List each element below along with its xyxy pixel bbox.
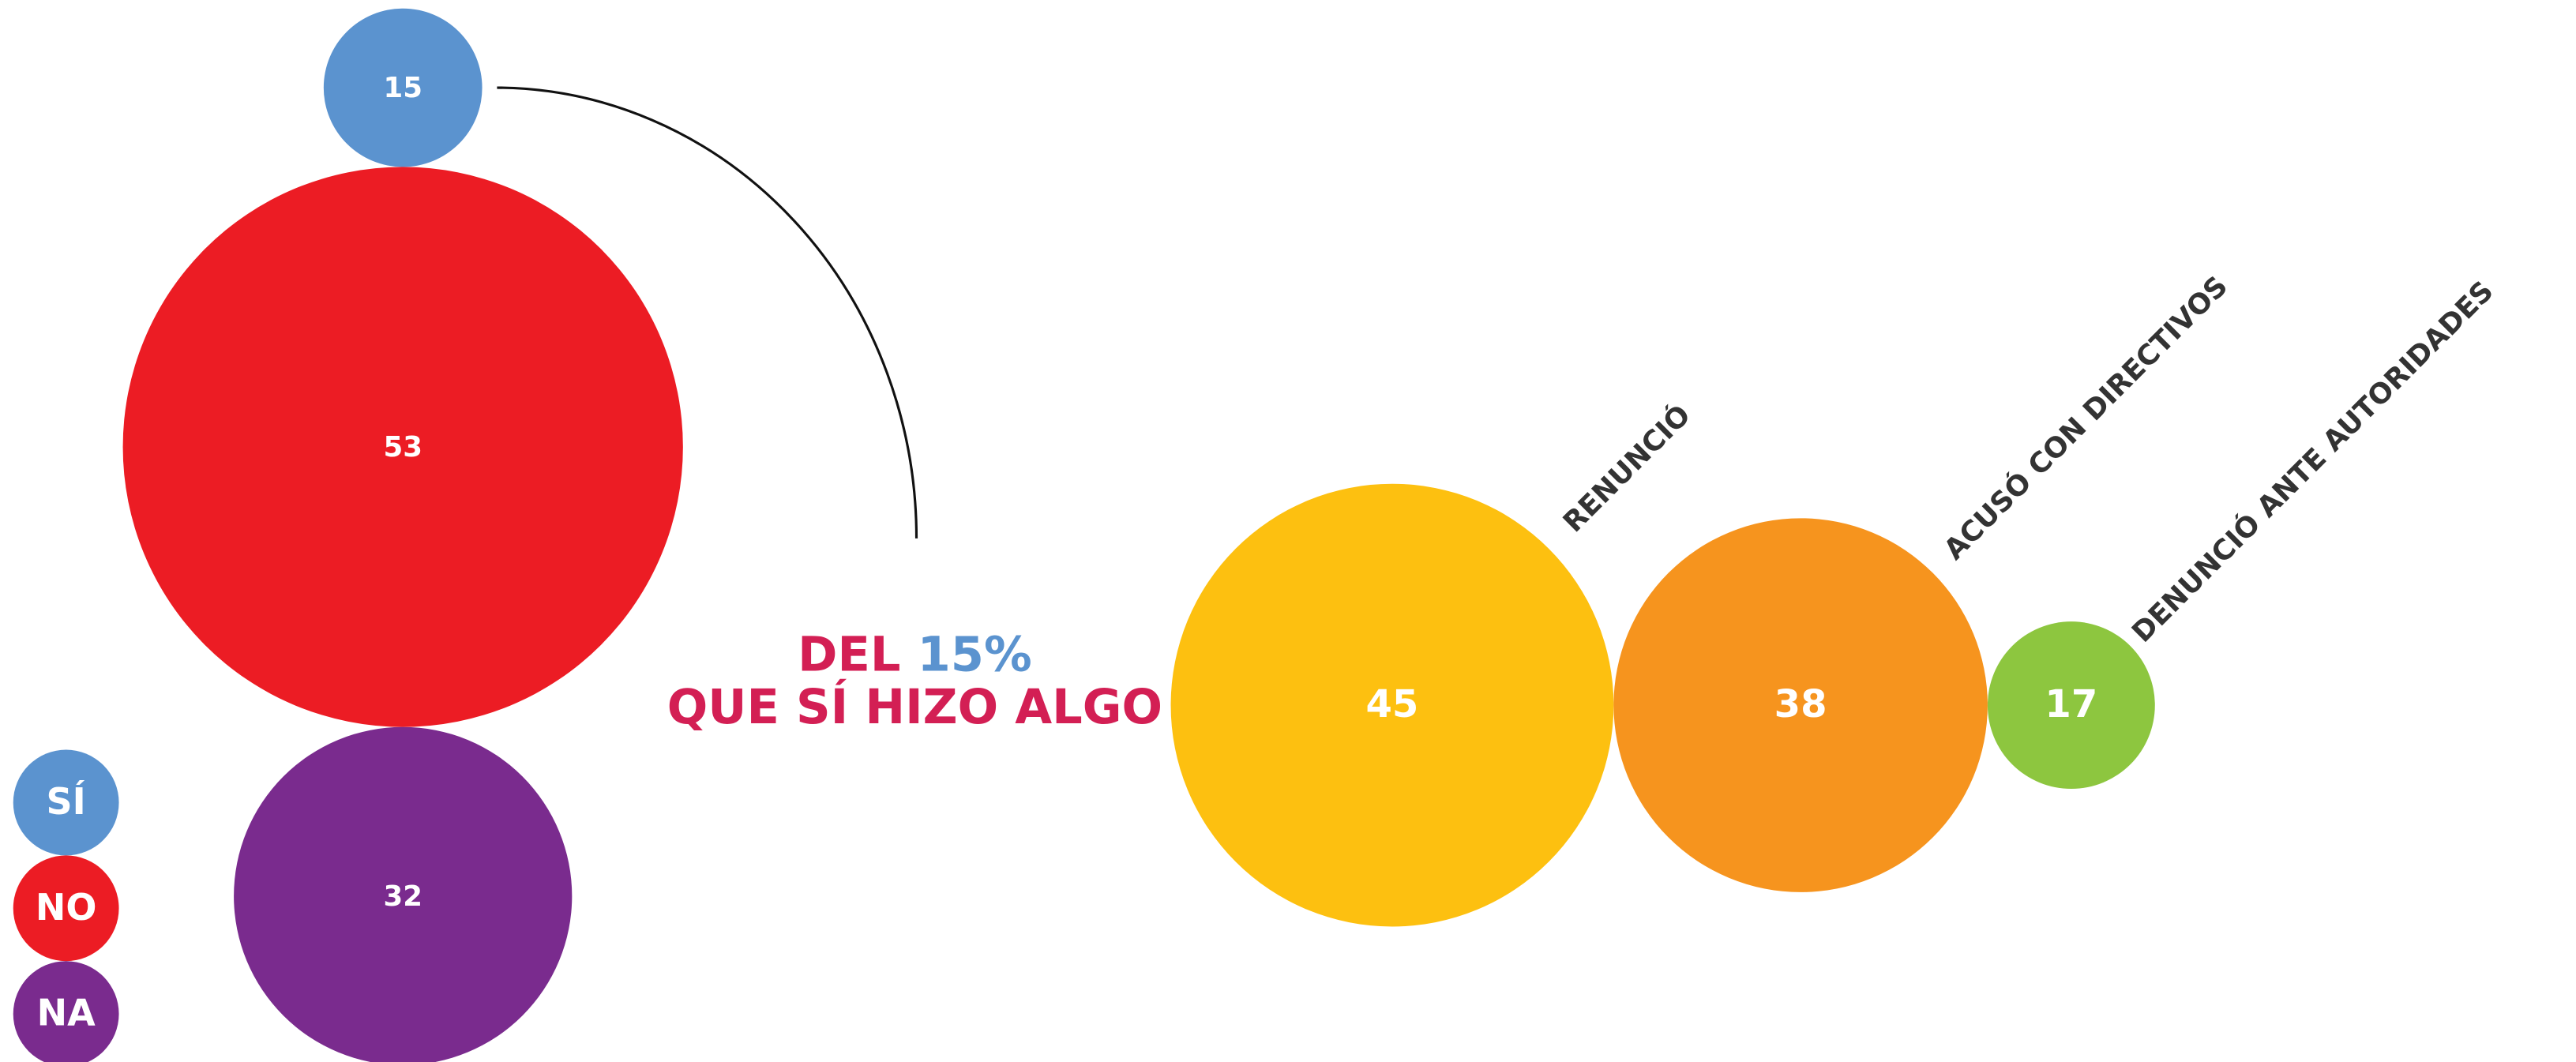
bubble-label: 17 xyxy=(2045,682,2097,726)
legend-label: NA xyxy=(37,992,96,1034)
title-lead: DEL xyxy=(798,627,900,682)
category-label: RENUNCIÓ xyxy=(1556,398,1697,539)
bubble xyxy=(234,726,573,1062)
legend-swatch xyxy=(13,749,119,856)
legend-label: SÍ xyxy=(47,780,86,823)
bubble xyxy=(1987,621,2155,790)
bubble xyxy=(1613,518,1988,892)
chart-subtitle: QUE SÍ HIZO ALGO xyxy=(667,678,1162,735)
bubble-label: 32 xyxy=(383,880,422,913)
bubble-label: 53 xyxy=(383,431,422,463)
bubble-label: 38 xyxy=(1774,682,1827,726)
legend-swatch xyxy=(13,855,119,962)
legend-swatch xyxy=(13,961,119,1062)
bubble xyxy=(1170,483,1614,927)
title-highlight: 15% xyxy=(918,627,1032,682)
chart-title: DEL 15% xyxy=(798,627,1032,682)
legend-label: NO xyxy=(36,886,97,929)
category-label: ACUSÓ CON DIRECTIVOS xyxy=(1937,269,2234,566)
bubble-label: 45 xyxy=(1365,682,1418,726)
bubble xyxy=(323,8,483,167)
connector-arc xyxy=(497,86,918,539)
bubble xyxy=(122,167,683,727)
bubble-label: 15 xyxy=(383,72,422,104)
